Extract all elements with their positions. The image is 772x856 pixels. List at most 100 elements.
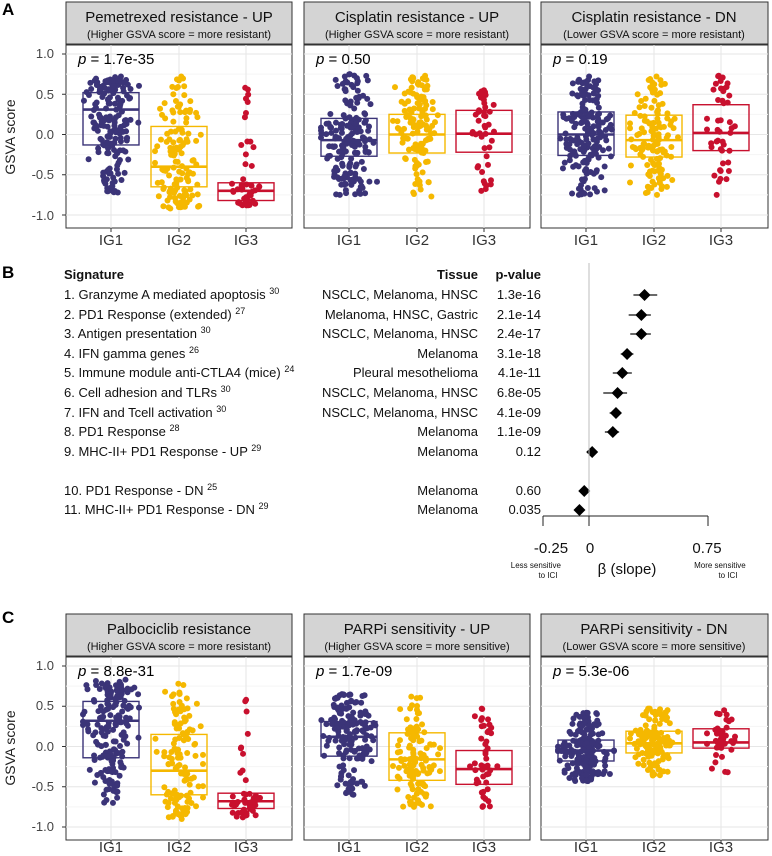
data-point [92, 121, 99, 128]
data-point [726, 119, 733, 126]
data-point [603, 116, 610, 123]
data-point [728, 716, 735, 723]
data-point [374, 178, 380, 185]
data-point [94, 721, 101, 728]
data-point [127, 86, 134, 93]
p-symbol: p [315, 663, 324, 680]
data-point [171, 799, 178, 806]
data-point [578, 182, 585, 189]
data-point [485, 716, 492, 723]
data-point [561, 767, 568, 774]
data-point [593, 710, 600, 717]
data-point [366, 178, 373, 185]
data-point [353, 120, 360, 127]
data-point [596, 128, 603, 135]
x-tick-label: IG2 [642, 232, 666, 249]
data-point [361, 110, 368, 117]
signature-name: 7. IFN and Tcell activation 30 [64, 404, 226, 420]
data-point [437, 745, 444, 752]
x-tick-label: IG1 [99, 232, 123, 249]
data-point [401, 762, 408, 769]
data-point [101, 799, 108, 806]
data-point [578, 723, 585, 730]
data-point [334, 782, 341, 789]
data-point [336, 148, 343, 155]
data-point [360, 165, 367, 172]
data-point [711, 172, 718, 179]
p-value-cell: 2.1e-14 [497, 307, 541, 322]
y-tick-label: 0.5 [36, 698, 54, 713]
data-point [425, 179, 432, 186]
data-point [136, 82, 142, 89]
x-tick-label: IG3 [234, 839, 258, 856]
p-value-label: p = 1.7e-09 [315, 663, 392, 680]
data-point [571, 776, 578, 783]
data-point [334, 174, 341, 181]
data-point [238, 142, 245, 149]
p-value: = 1.7e-09 [329, 663, 393, 680]
data-point [116, 772, 123, 779]
data-point [242, 698, 249, 705]
data-point [588, 770, 595, 777]
data-point [715, 73, 722, 80]
data-point [177, 176, 184, 183]
effect-estimate [638, 289, 651, 301]
data-point [719, 138, 726, 145]
data-point [717, 167, 724, 174]
data-point [347, 177, 354, 184]
data-point [402, 156, 409, 163]
panel-c-y-ticks: 1.0 0.5 0.0 -0.5 -1.0 [32, 658, 54, 834]
data-point [593, 138, 600, 145]
data-point [401, 90, 408, 97]
data-point [333, 725, 340, 732]
data-point [713, 191, 720, 198]
x-tick-label: IG1 [99, 839, 123, 856]
data-point [656, 772, 663, 779]
data-point [481, 145, 488, 152]
data-point [93, 99, 100, 106]
data-point [117, 77, 124, 84]
tissue-value: NSCLC, Melanoma, HNSC [322, 405, 478, 420]
data-point [601, 163, 608, 170]
data-point [242, 95, 249, 102]
data-point [360, 92, 367, 99]
tissue-value: Pleural mesothelioma [353, 365, 479, 380]
data-point [598, 174, 605, 181]
box [692, 104, 750, 152]
data-point [420, 764, 427, 771]
data-point [91, 779, 98, 786]
data-point [595, 731, 602, 738]
facet-subtitle: (Lower GSVA score = more sensitive) [563, 641, 746, 653]
data-point [332, 695, 339, 702]
data-point [347, 169, 354, 176]
data-point [362, 119, 369, 126]
effect-estimate [616, 367, 629, 379]
data-point [607, 112, 614, 119]
data-point [122, 117, 129, 124]
data-point [627, 125, 633, 132]
data-point [194, 191, 201, 198]
data-point [645, 705, 652, 712]
data-point [346, 114, 353, 121]
data-point [167, 144, 174, 151]
data-point [328, 720, 335, 727]
data-point [173, 144, 180, 151]
facet-strip [540, 613, 769, 657]
data-point [629, 144, 636, 151]
data-point [332, 76, 339, 83]
data-point [331, 143, 338, 150]
data-point [471, 760, 478, 767]
data-point [167, 128, 174, 135]
data-point [400, 803, 407, 810]
data-point [480, 178, 487, 185]
box [150, 125, 208, 188]
data-point [116, 713, 123, 720]
data-point [343, 699, 350, 706]
data-point [240, 750, 247, 757]
data-point [353, 94, 360, 101]
facet-title: PARPi sensitivity - UP [344, 621, 490, 638]
y-tick-label: 0.5 [36, 87, 54, 102]
more-sensitive-note: More sensitive to ICI [694, 561, 748, 580]
data-point [240, 806, 247, 813]
data-point [170, 700, 177, 707]
